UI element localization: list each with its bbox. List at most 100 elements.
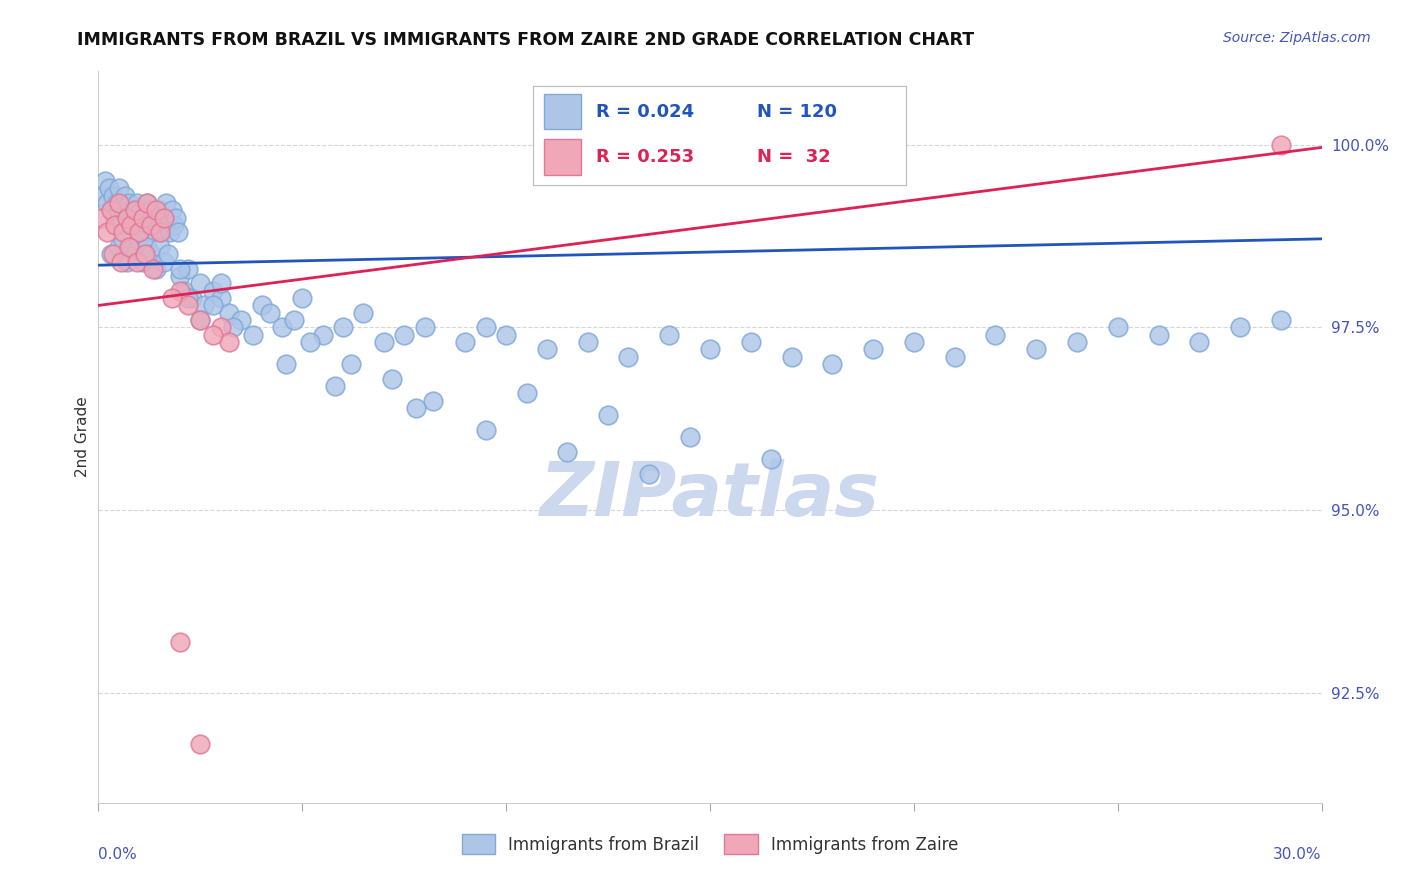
Point <box>145 211 167 225</box>
Point <box>173 284 195 298</box>
Point <box>152 211 174 225</box>
Point <box>128 233 150 247</box>
Point <box>160 291 183 305</box>
Point <box>259 306 281 320</box>
Point <box>146 218 169 232</box>
Point <box>169 269 191 284</box>
Point <box>903 334 925 349</box>
Point <box>740 334 762 349</box>
Point <box>177 298 200 312</box>
Point <box>209 320 232 334</box>
Point <box>163 218 186 232</box>
Point <box>156 218 179 232</box>
Point <box>142 261 165 276</box>
Point <box>1270 313 1292 327</box>
Point <box>96 196 118 211</box>
Point <box>1229 320 1251 334</box>
Point <box>274 357 297 371</box>
Point <box>474 423 498 437</box>
Point <box>145 203 167 218</box>
Point <box>536 343 558 357</box>
Point <box>136 196 159 211</box>
Point <box>780 350 803 364</box>
Point <box>332 320 354 334</box>
Point <box>381 371 404 385</box>
Point <box>177 291 200 305</box>
Point <box>188 277 212 291</box>
Point <box>132 211 155 225</box>
Point <box>91 211 114 225</box>
Point <box>120 240 142 254</box>
Point <box>617 350 640 364</box>
Point <box>96 225 118 239</box>
Point <box>127 196 149 211</box>
Point <box>104 211 127 225</box>
Point <box>218 334 240 349</box>
Point <box>120 225 142 239</box>
Point <box>405 401 427 415</box>
Point <box>160 203 183 218</box>
Point <box>105 196 128 211</box>
Point <box>124 247 146 261</box>
Point <box>156 247 179 261</box>
Point <box>122 203 145 218</box>
Point <box>142 225 165 239</box>
Point <box>155 196 177 211</box>
Point <box>283 313 305 327</box>
Point <box>141 203 163 218</box>
Point <box>201 284 224 298</box>
Point <box>159 225 181 239</box>
Point <box>312 327 335 342</box>
Point <box>250 298 273 312</box>
Point <box>132 254 155 268</box>
Text: 30.0%: 30.0% <box>1274 847 1322 862</box>
Point <box>101 188 124 202</box>
Point <box>759 452 782 467</box>
Point <box>167 225 190 239</box>
Text: ZIPatlas: ZIPatlas <box>540 459 880 533</box>
Point <box>111 203 134 218</box>
Text: Source: ZipAtlas.com: Source: ZipAtlas.com <box>1223 31 1371 45</box>
Point <box>188 313 212 327</box>
Point <box>108 240 131 254</box>
Point <box>97 181 120 195</box>
Point <box>474 320 498 334</box>
Point <box>218 306 240 320</box>
Point <box>120 218 142 232</box>
Point <box>101 247 124 261</box>
Point <box>984 327 1007 342</box>
Point <box>181 291 204 305</box>
Point <box>111 225 134 239</box>
Point <box>699 343 721 357</box>
Point <box>943 350 966 364</box>
Point <box>658 327 681 342</box>
Point <box>679 430 702 444</box>
Point <box>821 357 844 371</box>
Point <box>1270 137 1292 152</box>
Point <box>145 261 167 276</box>
Point <box>413 320 436 334</box>
Point <box>91 188 114 202</box>
Point <box>862 343 884 357</box>
Point <box>149 225 172 239</box>
Point <box>152 211 174 225</box>
Point <box>141 218 163 232</box>
Point <box>129 203 152 218</box>
Point <box>193 298 215 312</box>
Point <box>111 233 134 247</box>
Point <box>209 277 232 291</box>
Point <box>1066 334 1088 349</box>
Point <box>127 254 149 268</box>
Point <box>299 334 322 349</box>
Point <box>115 254 138 268</box>
Point <box>108 181 131 195</box>
Point <box>177 261 200 276</box>
Point <box>516 386 538 401</box>
Point <box>100 247 122 261</box>
Legend: Immigrants from Brazil, Immigrants from Zaire: Immigrants from Brazil, Immigrants from … <box>456 828 965 860</box>
Point <box>104 218 127 232</box>
Point <box>132 211 155 225</box>
Point <box>128 225 150 239</box>
Point <box>115 211 138 225</box>
Point <box>576 334 599 349</box>
